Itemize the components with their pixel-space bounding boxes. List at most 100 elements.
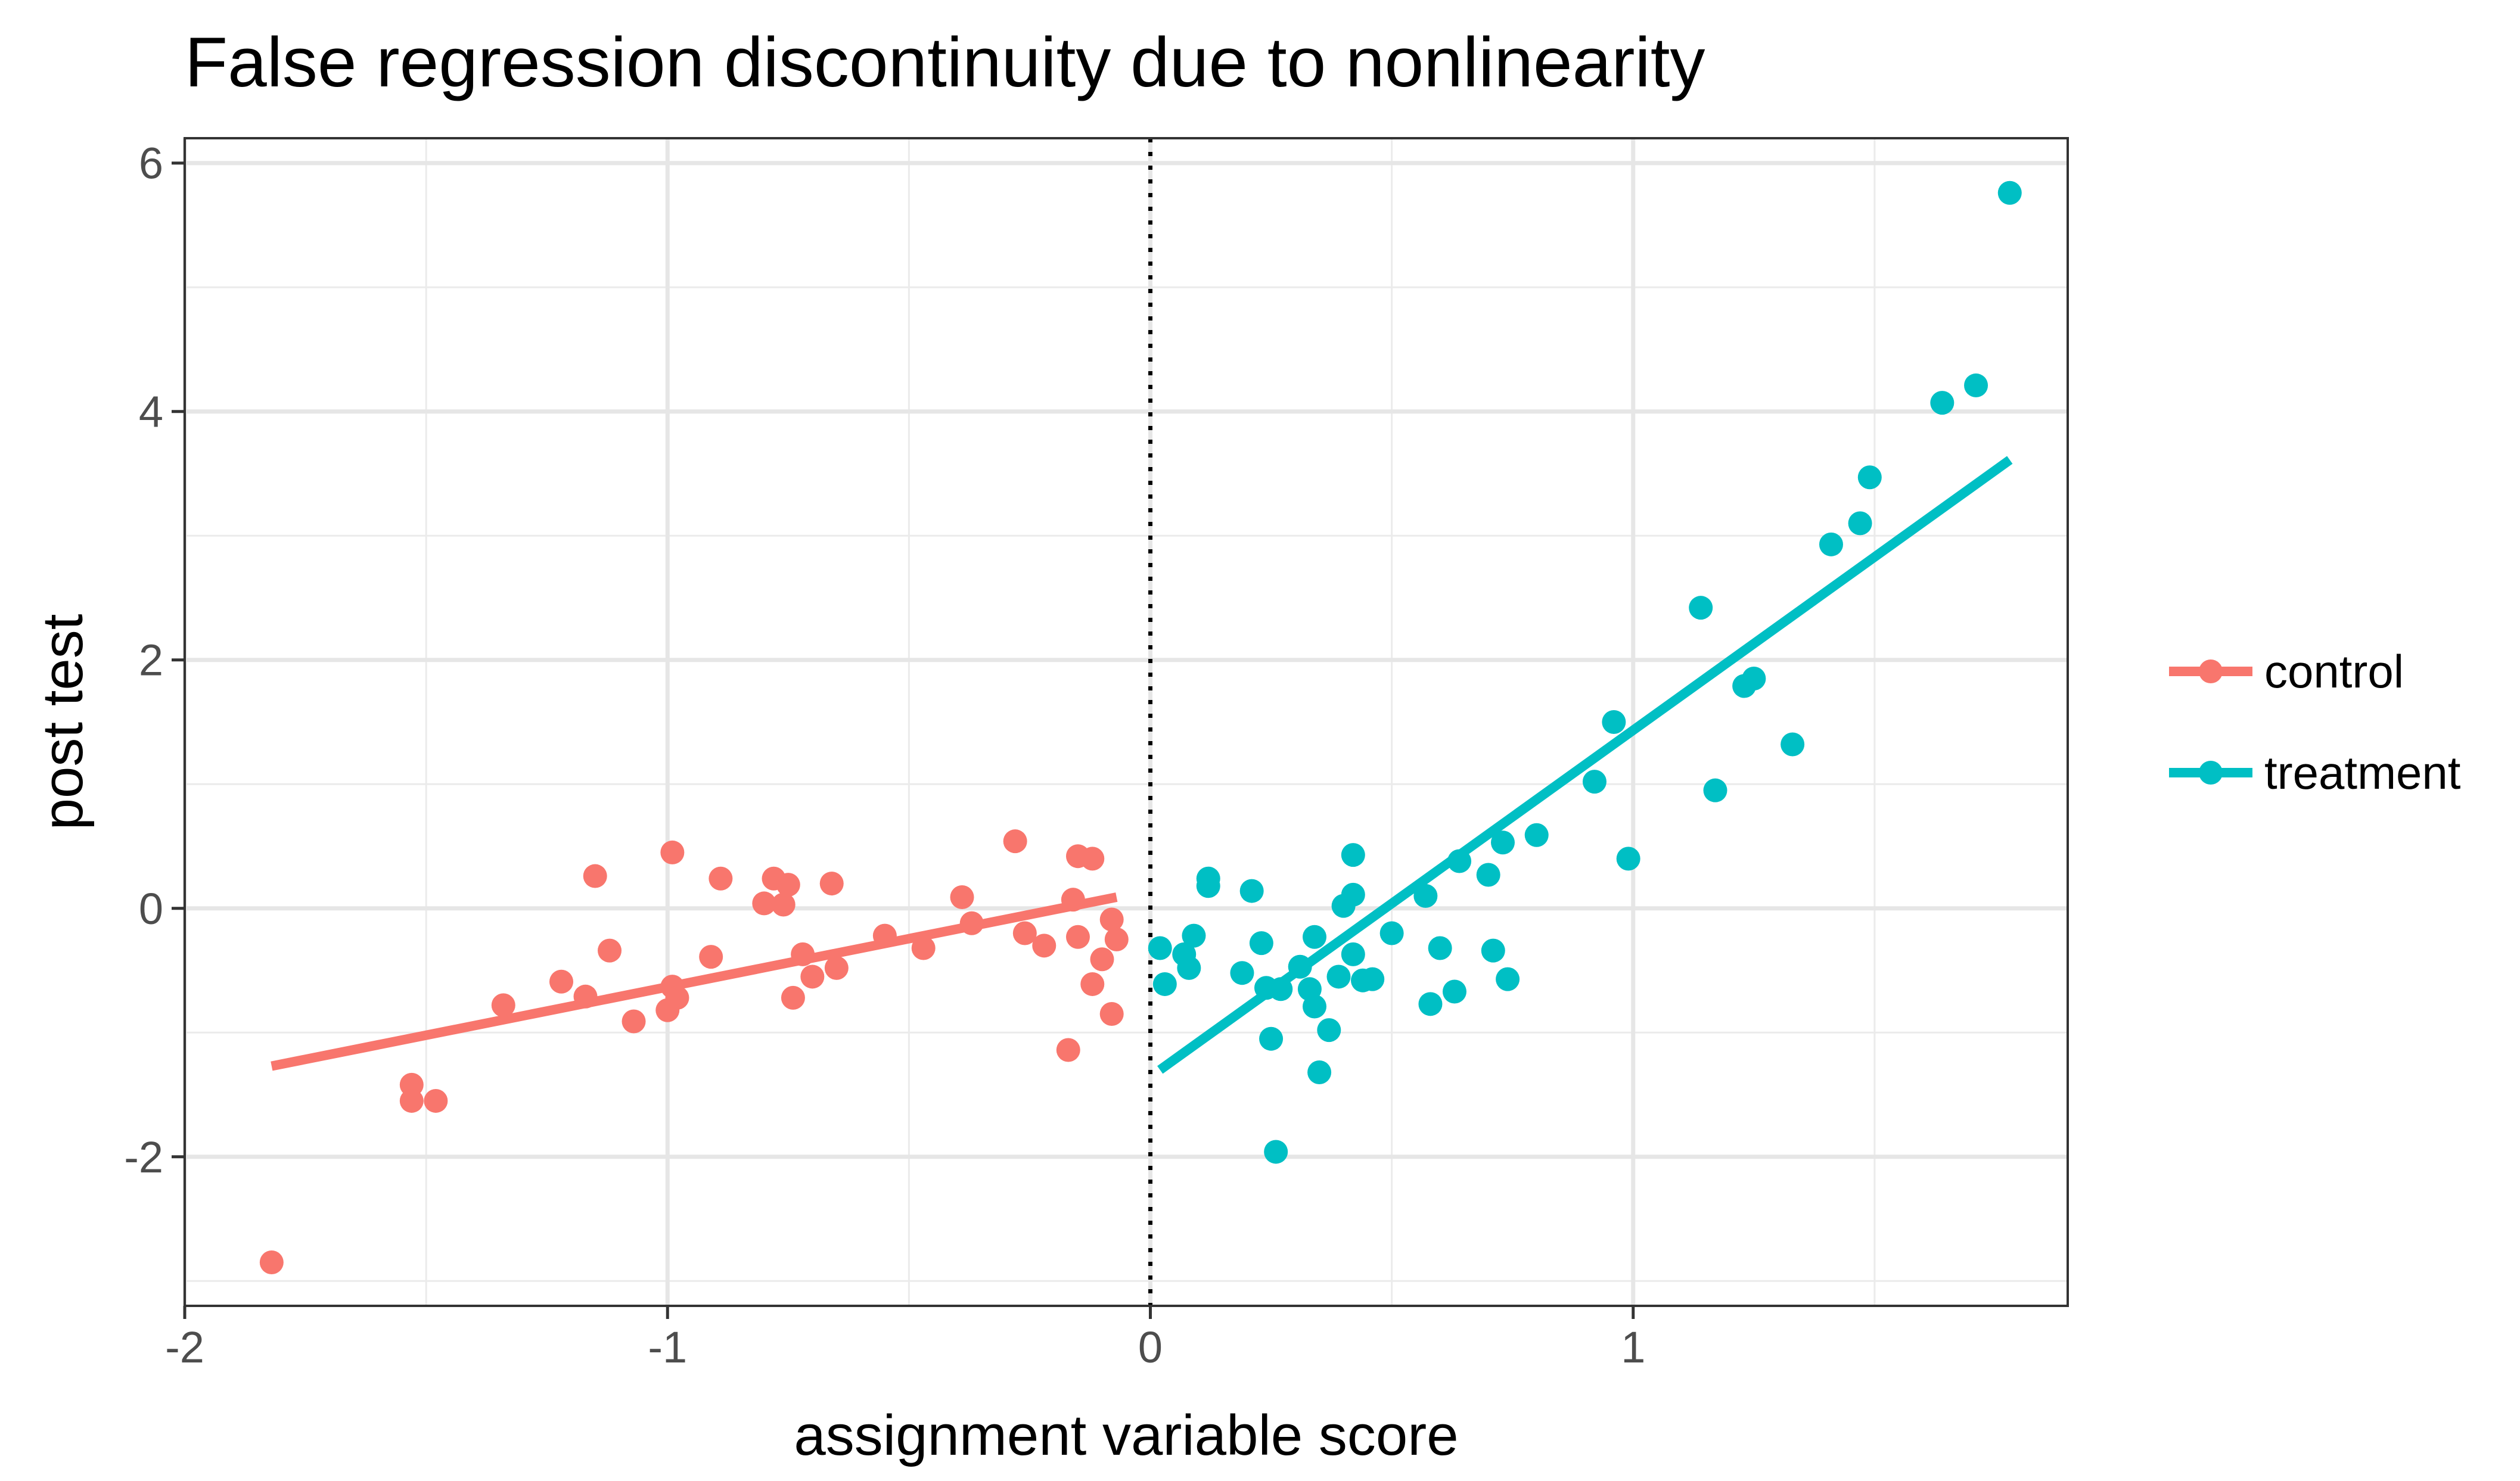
x-axis: -2 -1 0 1 [165,1306,1645,1372]
x-tick-label: 1 [1621,1323,1645,1372]
control-point [800,964,825,989]
treatment-point [1264,1140,1288,1164]
treatment-point [1997,181,2022,205]
treatment-point [1303,925,1326,949]
treatment-point [1418,992,1443,1016]
control-point [872,923,897,948]
treatment-point [1182,923,1206,948]
control-point [1090,947,1114,972]
treatment-point [1524,823,1549,847]
treatment-point [1177,956,1201,980]
treatment-point [1781,732,1805,757]
control-point [491,993,515,1018]
data-points [259,181,2022,1275]
treatment-point [1360,967,1385,991]
treatment-point [1307,1060,1332,1084]
control-point [776,873,800,897]
y-tick-label: 2 [139,636,163,685]
y-tick-label: -2 [124,1132,163,1182]
treatment-point [1249,931,1273,956]
plot-border [184,137,2069,1307]
control-point [819,872,844,896]
control-point [911,936,936,960]
legend: control treatment [2169,645,2461,799]
y-axis-title: post test [31,614,95,830]
control-point [583,864,607,888]
treatment-point [1476,863,1500,887]
y-tick-label: 6 [139,139,163,188]
treatment-point [1341,882,1365,907]
treatment-point [1341,942,1365,966]
control-point [549,969,573,994]
control-point [950,885,974,909]
treatment-point [1379,921,1404,945]
x-tick-label: 0 [1138,1323,1163,1372]
treatment-point [1413,883,1438,908]
treatment-point [1303,994,1326,1019]
treatment-point [1259,1026,1284,1051]
control-point [781,985,805,1010]
control-point [1099,1002,1124,1026]
control-point [399,1088,424,1113]
treatment-point [1428,936,1452,960]
control-point [699,945,723,969]
treatment-point [1964,373,1988,397]
treatment-point [1148,936,1172,960]
x-tick-label: -1 [648,1323,687,1372]
treatment-point [1857,465,1882,490]
treatment-point [1288,954,1312,979]
treatment-point [1491,830,1515,855]
treatment-point [1819,532,1843,556]
treatment-point [1317,1018,1341,1043]
treatment-point [1582,770,1607,794]
control-point [1032,934,1057,958]
control-point [598,938,622,963]
treatment-point [1269,977,1293,1001]
control-point [959,911,984,935]
y-axis: -2 0 2 4 6 [124,139,185,1182]
treatment-point [1481,938,1505,963]
control-point [1056,1038,1080,1062]
treatment-point [1930,391,1955,415]
plot-panel [185,138,2068,1306]
control-point [1099,907,1124,932]
treatment-point [1196,866,1220,891]
treatment-legend-label: treatment [2264,746,2461,799]
control-point [1080,972,1105,996]
control-point [259,1250,284,1275]
y-tick-label: 0 [139,884,163,934]
control-legend-label: control [2264,645,2404,698]
control-point [1061,888,1085,912]
x-axis-title: assignment variable score [794,1404,1458,1467]
control-legend-point [2199,659,2223,683]
treatment-point [1152,972,1177,996]
control-point [573,984,598,1009]
treatment-point [1602,710,1626,734]
control-point [824,956,849,980]
control-point [1080,847,1105,871]
treatment-point [1742,667,1766,691]
control-point [1003,829,1027,854]
control-point [1065,925,1090,949]
control-point [1012,921,1037,945]
control-point [660,840,685,864]
treatment-point [1341,843,1365,867]
chart-title: False regression discontinuity due to no… [185,23,1705,102]
control-point [424,1088,448,1113]
treatment-point [1442,979,1466,1004]
control-point [752,891,776,916]
treatment-point [1616,847,1640,871]
treatment-point [1326,964,1351,989]
control-point [1104,927,1129,951]
control-point [622,1009,646,1034]
treatment-point [1689,596,1713,620]
treatment-point [1848,511,1872,536]
y-tick-label: 4 [139,387,163,437]
treatment-point [1703,778,1727,802]
treatment-legend-point [2199,761,2223,785]
control-point [791,942,815,966]
control-point [771,892,796,917]
treatment-point [1496,967,1520,991]
x-tick-label: -2 [165,1323,204,1372]
